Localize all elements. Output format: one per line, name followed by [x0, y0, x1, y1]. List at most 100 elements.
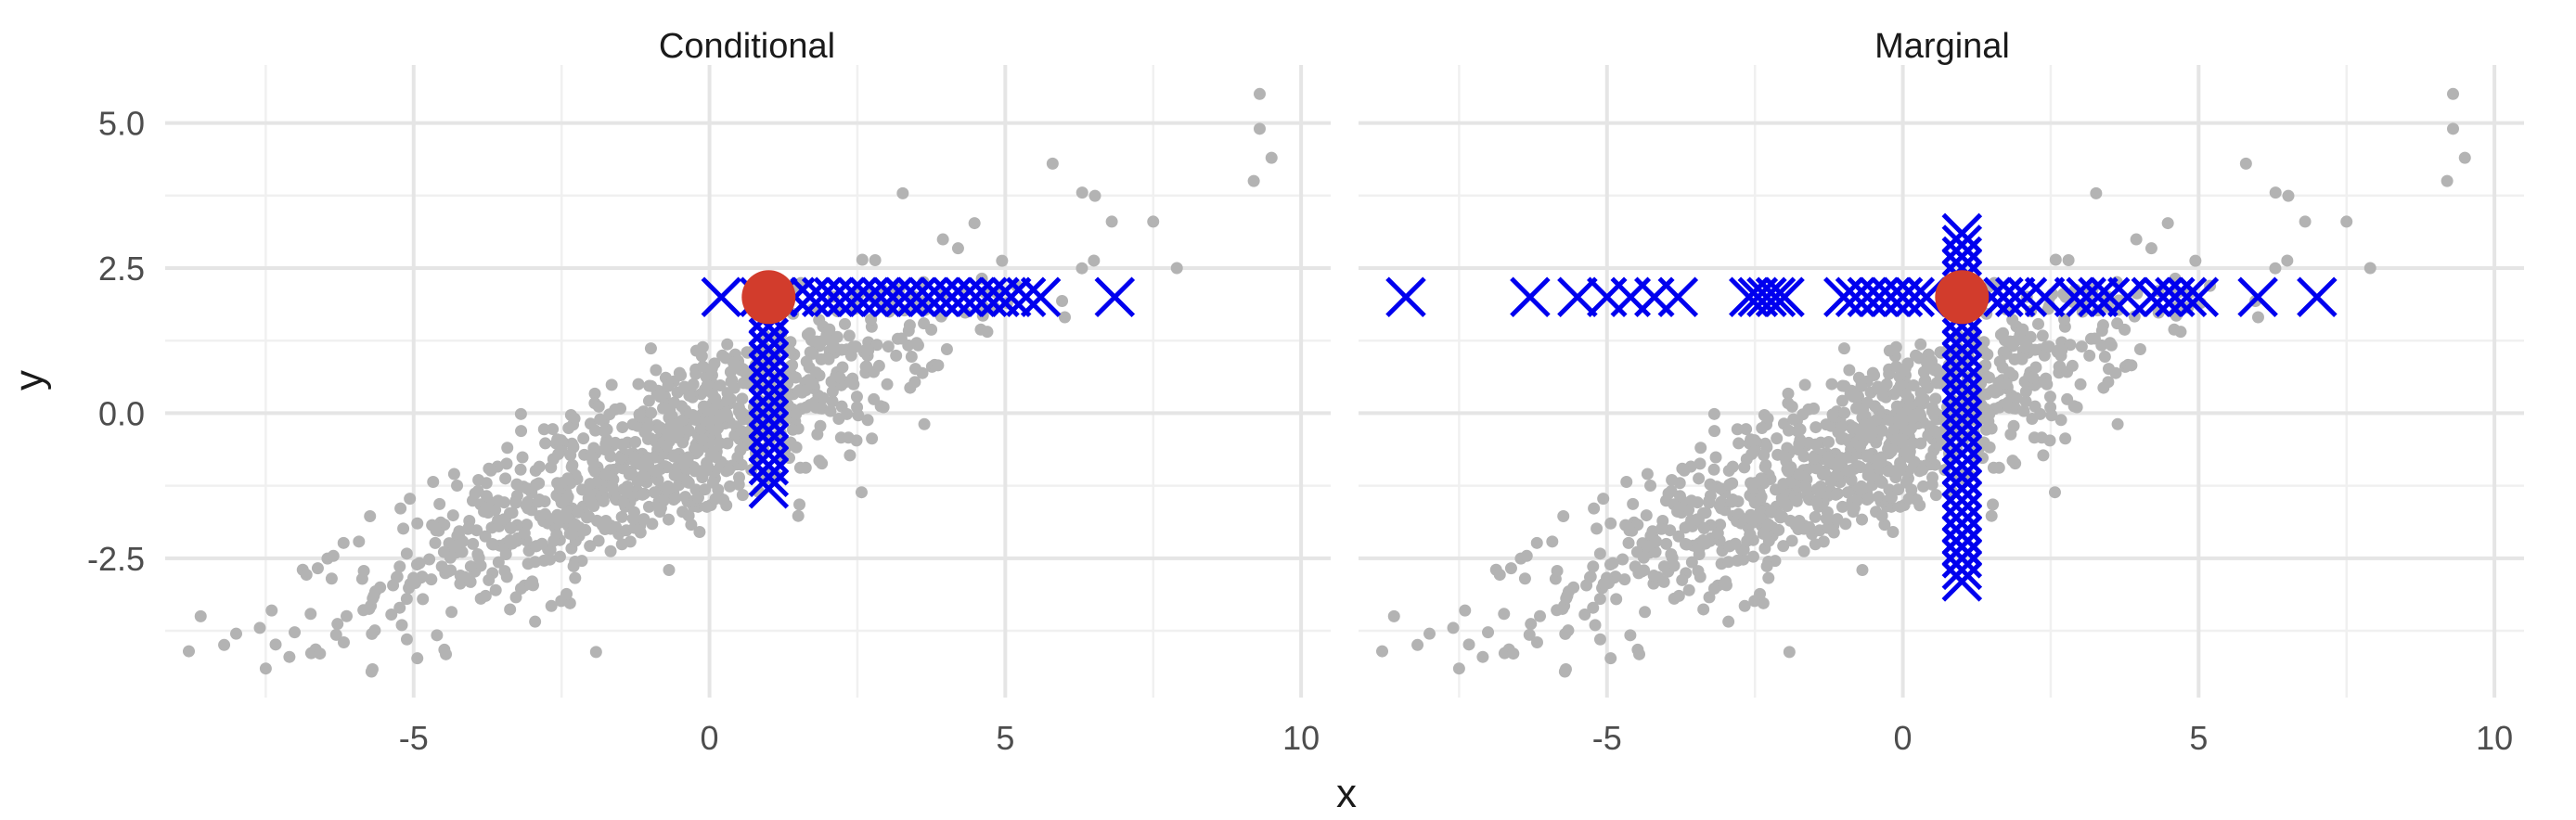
data-point: [615, 510, 628, 523]
data-point: [1882, 465, 1895, 478]
data-point: [599, 514, 612, 527]
data-point: [1918, 375, 1931, 388]
data-point: [1738, 599, 1751, 612]
data-point: [385, 608, 398, 621]
data-point: [1707, 583, 1720, 596]
data-point: [2019, 385, 2032, 398]
data-point: [1760, 559, 1773, 572]
data-point: [650, 364, 663, 377]
data-point: [1504, 562, 1517, 575]
data-point: [729, 361, 742, 374]
data-point: [2053, 360, 2066, 373]
data-point: [1630, 545, 1643, 558]
data-point: [544, 553, 557, 566]
data-point: [1660, 537, 1673, 550]
data-point: [230, 627, 243, 640]
data-point: [547, 423, 560, 436]
data-point: [429, 536, 442, 549]
data-point: [870, 339, 883, 352]
data-point: [1147, 215, 1160, 228]
data-point: [633, 408, 646, 421]
data-point: [499, 548, 512, 561]
data-point: [1820, 512, 1833, 525]
x-tick-label: 0: [701, 719, 719, 757]
data-point: [1797, 545, 1810, 557]
data-point: [560, 587, 573, 600]
data-point: [2269, 186, 2282, 199]
data-point: [551, 433, 564, 446]
data-point: [2174, 326, 2187, 339]
data-point: [451, 479, 464, 492]
data-point: [1985, 509, 1998, 522]
data-point: [804, 346, 817, 359]
data-point: [1729, 537, 1742, 550]
data-point: [1905, 483, 1918, 496]
data-point: [2441, 174, 2454, 187]
data-point: [1809, 538, 1822, 551]
data-point: [1530, 536, 1543, 549]
data-point: [1999, 377, 2012, 390]
cross-marker: [1510, 276, 1551, 318]
data-point: [1782, 465, 1795, 478]
data-point: [400, 547, 413, 560]
data-point: [628, 521, 641, 534]
data-point: [1058, 311, 1071, 324]
data-point: [1676, 573, 1689, 586]
data-point: [533, 460, 546, 473]
cross-marker: [1941, 561, 1983, 602]
x-axis-title: x: [1336, 771, 1357, 816]
data-point: [1616, 553, 1629, 566]
data-point: [489, 504, 502, 517]
data-point: [668, 468, 681, 481]
cross-marker: [2024, 276, 2066, 318]
data-point: [2054, 344, 2067, 357]
data-point: [1835, 500, 1848, 513]
data-point: [2059, 432, 2072, 445]
data-point: [2019, 338, 2032, 351]
data-point: [1746, 550, 1759, 563]
data-point: [366, 627, 379, 640]
data-point: [702, 460, 715, 473]
data-point: [1641, 468, 1654, 480]
data-point: [529, 615, 542, 628]
data-point: [1447, 621, 1460, 634]
data-point: [1756, 422, 1769, 435]
data-point: [1997, 346, 2010, 359]
data-point: [896, 186, 909, 199]
data-point: [514, 583, 527, 596]
data-point: [2016, 323, 2029, 336]
data-point: [1902, 493, 1915, 506]
data-point: [2004, 428, 2017, 441]
data-point: [1761, 412, 1774, 425]
data-point: [1843, 465, 1856, 478]
data-point: [529, 556, 542, 569]
data-point: [2041, 378, 2054, 391]
data-point: [1917, 480, 1930, 493]
data-point: [464, 560, 477, 573]
data-point: [599, 468, 612, 481]
data-point: [2009, 335, 2022, 348]
x-tick-label: 5: [2189, 719, 2208, 757]
data-point: [1887, 525, 1900, 538]
data-point: [1871, 455, 1884, 468]
data-point: [1889, 433, 1902, 446]
data-point: [709, 391, 722, 404]
x-tick-label: 10: [2476, 719, 2513, 757]
data-point: [685, 519, 698, 532]
data-point: [1777, 540, 1790, 553]
data-point: [1787, 413, 1800, 426]
data-point: [676, 414, 689, 427]
data-point: [552, 448, 565, 461]
data-point: [813, 455, 826, 468]
data-point: [719, 406, 732, 419]
data-point: [2251, 311, 2264, 324]
data-point: [2043, 391, 2056, 404]
data-point: [2095, 325, 2108, 338]
data-point: [683, 390, 696, 403]
data-point: [644, 342, 657, 355]
data-point: [411, 517, 424, 530]
data-point: [1685, 556, 1698, 569]
data-point: [485, 538, 498, 551]
data-point: [689, 344, 702, 357]
data-point: [539, 507, 552, 520]
